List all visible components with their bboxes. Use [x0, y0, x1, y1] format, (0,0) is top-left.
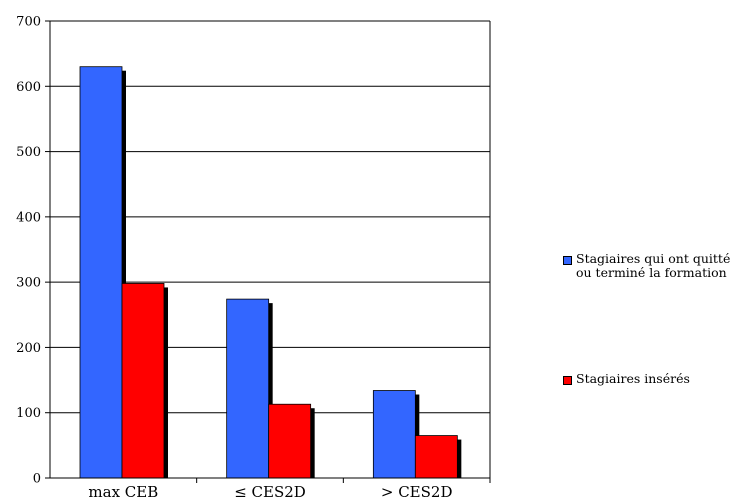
y-tick-label: 500 — [16, 145, 41, 160]
bar — [79, 66, 123, 479]
bar — [372, 390, 416, 479]
y-tick-label: 0 — [33, 472, 41, 487]
bar — [414, 435, 458, 479]
bar — [268, 403, 312, 479]
bars — [79, 66, 462, 479]
y-axis-ticks: 0 100 200 300 400 500 600 700 — [16, 15, 50, 487]
y-tick-label: 700 — [16, 15, 41, 30]
bar — [226, 298, 270, 479]
legend-swatch-red — [563, 376, 572, 385]
y-tick-label: 300 — [16, 276, 41, 291]
legend-item-quitted: Stagiaires qui ont quitté ou terminé la … — [563, 252, 752, 280]
axes — [49, 21, 491, 483]
y-tick-label: 400 — [16, 210, 41, 225]
x-tick-label: max CEB — [88, 483, 158, 501]
legend-swatch-blue — [563, 256, 572, 265]
y-tick-label: 100 — [16, 406, 41, 421]
x-tick-label: ≤ CES2D — [234, 483, 306, 501]
y-tick-label: 600 — [16, 80, 41, 95]
legend-label-inserted: Stagiaires insérés — [576, 371, 690, 386]
legend-item-inserted: Stagiaires insérés — [563, 372, 752, 386]
legend-label-quitted-line1: Stagiaires qui ont quitté — [576, 251, 731, 266]
y-tick-label: 200 — [16, 341, 41, 356]
legend-label-quitted-line2: ou terminé la formation — [576, 265, 727, 280]
legend: Stagiaires qui ont quitté ou terminé la … — [563, 252, 752, 386]
x-axis-labels: max CEB ≤ CES2D > CES2D — [88, 483, 452, 501]
bar — [121, 283, 165, 479]
x-tick-label: > CES2D — [381, 483, 453, 501]
